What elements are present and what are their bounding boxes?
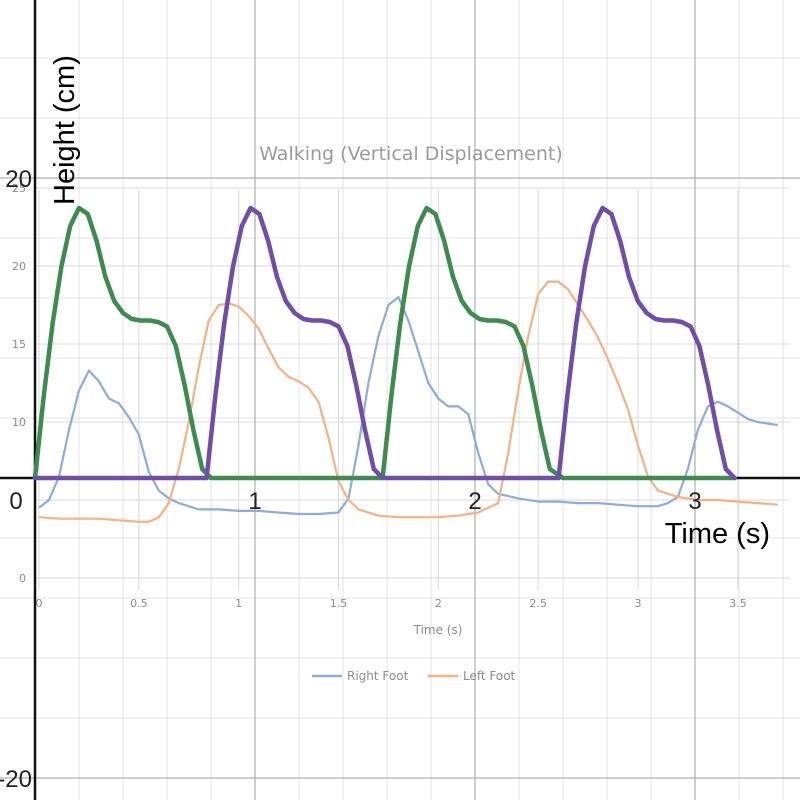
graph-y-tick-label: -20 xyxy=(0,766,32,793)
inner-chart-series-line-1 xyxy=(38,280,778,523)
inner-chart-x-tick-label: 0 xyxy=(36,597,43,610)
inner-chart-y-tick-label: 25 xyxy=(12,182,26,195)
legend-label-left-foot: Left Foot xyxy=(463,669,516,683)
graph-model-curves xyxy=(32,205,737,481)
graph-x-ticks: 0 1 2 3 xyxy=(9,488,701,515)
inner-chart-y-tick-label: 20 xyxy=(12,260,26,273)
inner-chart-x-tick-label: 2.5 xyxy=(529,597,547,610)
y-axis-label: Height (cm) xyxy=(49,55,81,205)
inner-chart-x-tick-label: 3.5 xyxy=(729,597,747,610)
inner-chart-title: Walking (Vertical Displacement) xyxy=(259,143,563,165)
graph-y-tick-label: 20 xyxy=(5,166,32,193)
inner-chart-grid xyxy=(36,187,790,590)
inner-chart-legend: Right Foot Left Foot xyxy=(312,669,516,683)
graph-x-tick-label: 0 xyxy=(9,488,22,515)
graph-curve-1 xyxy=(32,205,737,481)
inner-chart-x-tick-label: 1 xyxy=(235,597,242,610)
inner-chart-x-ticks: 0 0.5 1 1.5 2 2.5 3 3.5 xyxy=(36,597,747,610)
inner-chart-x-tick-label: 1.5 xyxy=(330,597,348,610)
graph-x-tick-label: 2 xyxy=(468,488,481,515)
legend-label-right-foot: Right Foot xyxy=(347,669,409,683)
inner-chart-x-tick-label: 0.5 xyxy=(130,597,148,610)
graph-y-ticks: -20 20 xyxy=(0,166,32,793)
graph-x-tick-label: 3 xyxy=(688,488,701,515)
inner-chart-y-ticks: 0 10 15 20 25 xyxy=(12,182,26,585)
graph-x-tick-label: 1 xyxy=(248,488,261,515)
x-axis-label: Time (s) xyxy=(665,518,770,550)
inner-chart-y-tick-label: 15 xyxy=(12,338,26,351)
inner-chart-x-tick-label: 3 xyxy=(635,597,642,610)
inner-chart-x-tick-label: 2 xyxy=(435,597,442,610)
inner-chart-y-tick-label: 10 xyxy=(12,416,26,429)
inner-chart-y-tick-label: 0 xyxy=(19,572,26,585)
inner-chart-x-label: Time (s) xyxy=(413,623,463,637)
